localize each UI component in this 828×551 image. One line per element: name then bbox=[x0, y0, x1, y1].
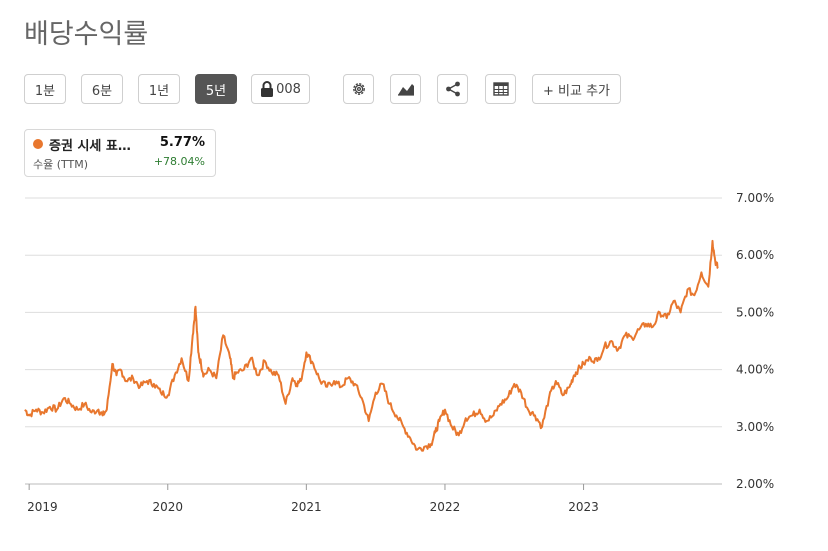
page-title: 배당수익률 bbox=[24, 19, 149, 50]
range-button-6m[interactable]: 6분 bbox=[81, 74, 123, 104]
y-axis-ticks: 2.00% 3.00% 4.00% 5.00% 6.00% 7.00% bbox=[736, 191, 774, 491]
series-line bbox=[24, 239, 719, 452]
chart-type-icon bbox=[397, 82, 415, 96]
lock-range-button[interactable]: 008 bbox=[251, 74, 310, 104]
range-button-1y[interactable]: 1년 bbox=[138, 74, 180, 104]
x-tick-label: 2023 bbox=[568, 500, 599, 514]
series-color-dot bbox=[33, 139, 43, 149]
share-button[interactable] bbox=[437, 74, 468, 104]
x-tick-label: 2022 bbox=[430, 500, 461, 514]
series-current-value: 5.77% bbox=[159, 135, 205, 150]
x-tick-label: 2019 bbox=[27, 500, 58, 514]
lock-label: 008 bbox=[276, 81, 301, 97]
y-tick-label: 2.00% bbox=[736, 477, 774, 491]
y-tick-label: 3.00% bbox=[736, 420, 774, 434]
add-compare-button[interactable]: + 비교 추가 bbox=[532, 74, 621, 104]
table-view-button[interactable] bbox=[485, 74, 516, 104]
x-tick-label: 2021 bbox=[291, 500, 322, 514]
series-change: +78.04% bbox=[153, 155, 205, 168]
table-icon bbox=[492, 82, 509, 96]
y-tick-label: 5.00% bbox=[736, 305, 774, 319]
share-icon bbox=[445, 81, 461, 97]
dividend-yield-chart[interactable]: 2.00%3.00%4.00%5.00%6.00%7.00% 2019 2020 2… bbox=[0, 185, 828, 551]
y-tick-label: 7.00% bbox=[736, 191, 774, 205]
series-name: 증권 시세 표… bbox=[49, 139, 131, 154]
x-axis-ticks: 2019 2020 2021 2022 2023 bbox=[27, 484, 599, 514]
range-button-5y[interactable]: 5년 bbox=[195, 74, 237, 104]
grid-lines bbox=[25, 197, 722, 485]
legend-card[interactable]: 증권 시세 표… 5.77% 수율 (TTM) +78.04% bbox=[24, 129, 216, 177]
series-subtitle: 수율 (TTM) bbox=[33, 158, 89, 171]
gear-icon bbox=[351, 81, 367, 97]
lock-icon bbox=[260, 81, 274, 97]
x-tick-label: 2020 bbox=[152, 500, 183, 514]
y-tick-label: 6.00% bbox=[736, 248, 774, 262]
settings-button[interactable] bbox=[343, 74, 374, 104]
y-tick-label: 4.00% bbox=[736, 363, 774, 377]
chart-type-button[interactable] bbox=[390, 74, 421, 104]
range-button-1m[interactable]: 1분 bbox=[24, 74, 66, 104]
